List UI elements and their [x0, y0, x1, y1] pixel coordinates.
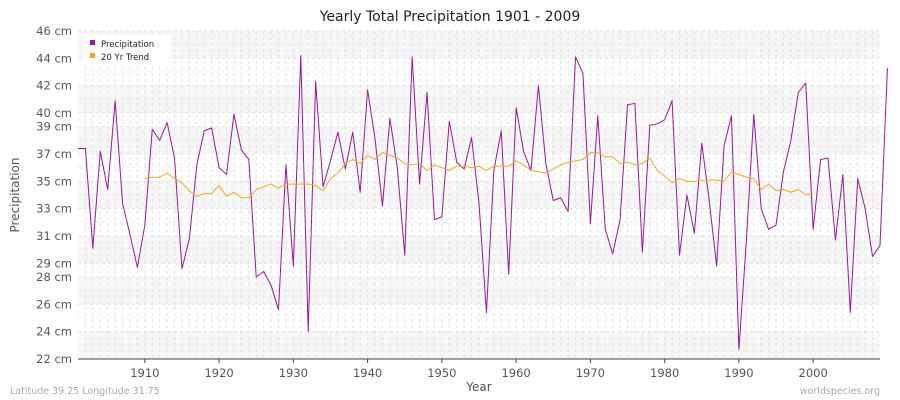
- x-tick-label: 1980: [650, 366, 679, 380]
- series-line-trend: [144, 152, 814, 199]
- x-tick-label: 1990: [724, 366, 753, 380]
- x-tick-label: 1920: [204, 366, 233, 380]
- y-tick-label: 33 cm: [36, 202, 72, 216]
- footer-coordinates: Latitude 39.25 Longitude 31.75: [10, 386, 160, 397]
- y-axis-label: Precipitation: [8, 157, 22, 232]
- y-tick-label: 26 cm: [36, 297, 72, 311]
- x-tick-label: 2000: [799, 366, 828, 380]
- horizontal-gridlines: [78, 30, 880, 360]
- y-tick-label: 42 cm: [36, 79, 72, 93]
- y-tick-label: 46 cm: [36, 24, 72, 38]
- legend-box: [84, 35, 171, 64]
- y-tick-label: 35 cm: [36, 174, 72, 188]
- y-tick-label: 29 cm: [36, 256, 72, 270]
- y-tick-label: 31 cm: [36, 229, 72, 243]
- legend-label-trend: 20 Yr Trend: [101, 53, 149, 63]
- x-tick-labels: 1910 1920 1930 1940 1950 1960 1970 1980 1990 2000: [130, 359, 828, 380]
- x-tick-label: 1960: [501, 366, 530, 380]
- legend-swatch-trend: [90, 53, 95, 58]
- y-tick-label: 39 cm: [36, 120, 72, 134]
- x-tick-label: 1910: [130, 366, 159, 380]
- x-tick-label: 1950: [427, 366, 456, 380]
- x-tick-label: 1970: [576, 366, 605, 380]
- chart-title: Yearly Total Precipitation 1901 - 2009: [319, 9, 581, 25]
- y-tick-label: 28 cm: [36, 270, 72, 284]
- x-tick-label: 1940: [353, 366, 382, 380]
- legend: Precipitation 20 Yr Trend: [84, 35, 171, 64]
- footer-source: worldspecies.org: [800, 386, 880, 397]
- x-tick-label: 1930: [279, 366, 308, 380]
- series-layer: [78, 55, 888, 350]
- x-axis-label: Year: [465, 380, 491, 394]
- y-tick-label: 40 cm: [36, 106, 72, 120]
- y-tick-label: 22 cm: [36, 352, 72, 366]
- y-tick-label: 44 cm: [36, 51, 72, 65]
- legend-swatch-precipitation: [90, 40, 95, 45]
- y-tick-label: 24 cm: [36, 325, 72, 339]
- legend-label-precipitation: Precipitation: [101, 40, 154, 50]
- series-line-precipitation: [78, 55, 888, 350]
- y-tick-label: 37 cm: [36, 147, 72, 161]
